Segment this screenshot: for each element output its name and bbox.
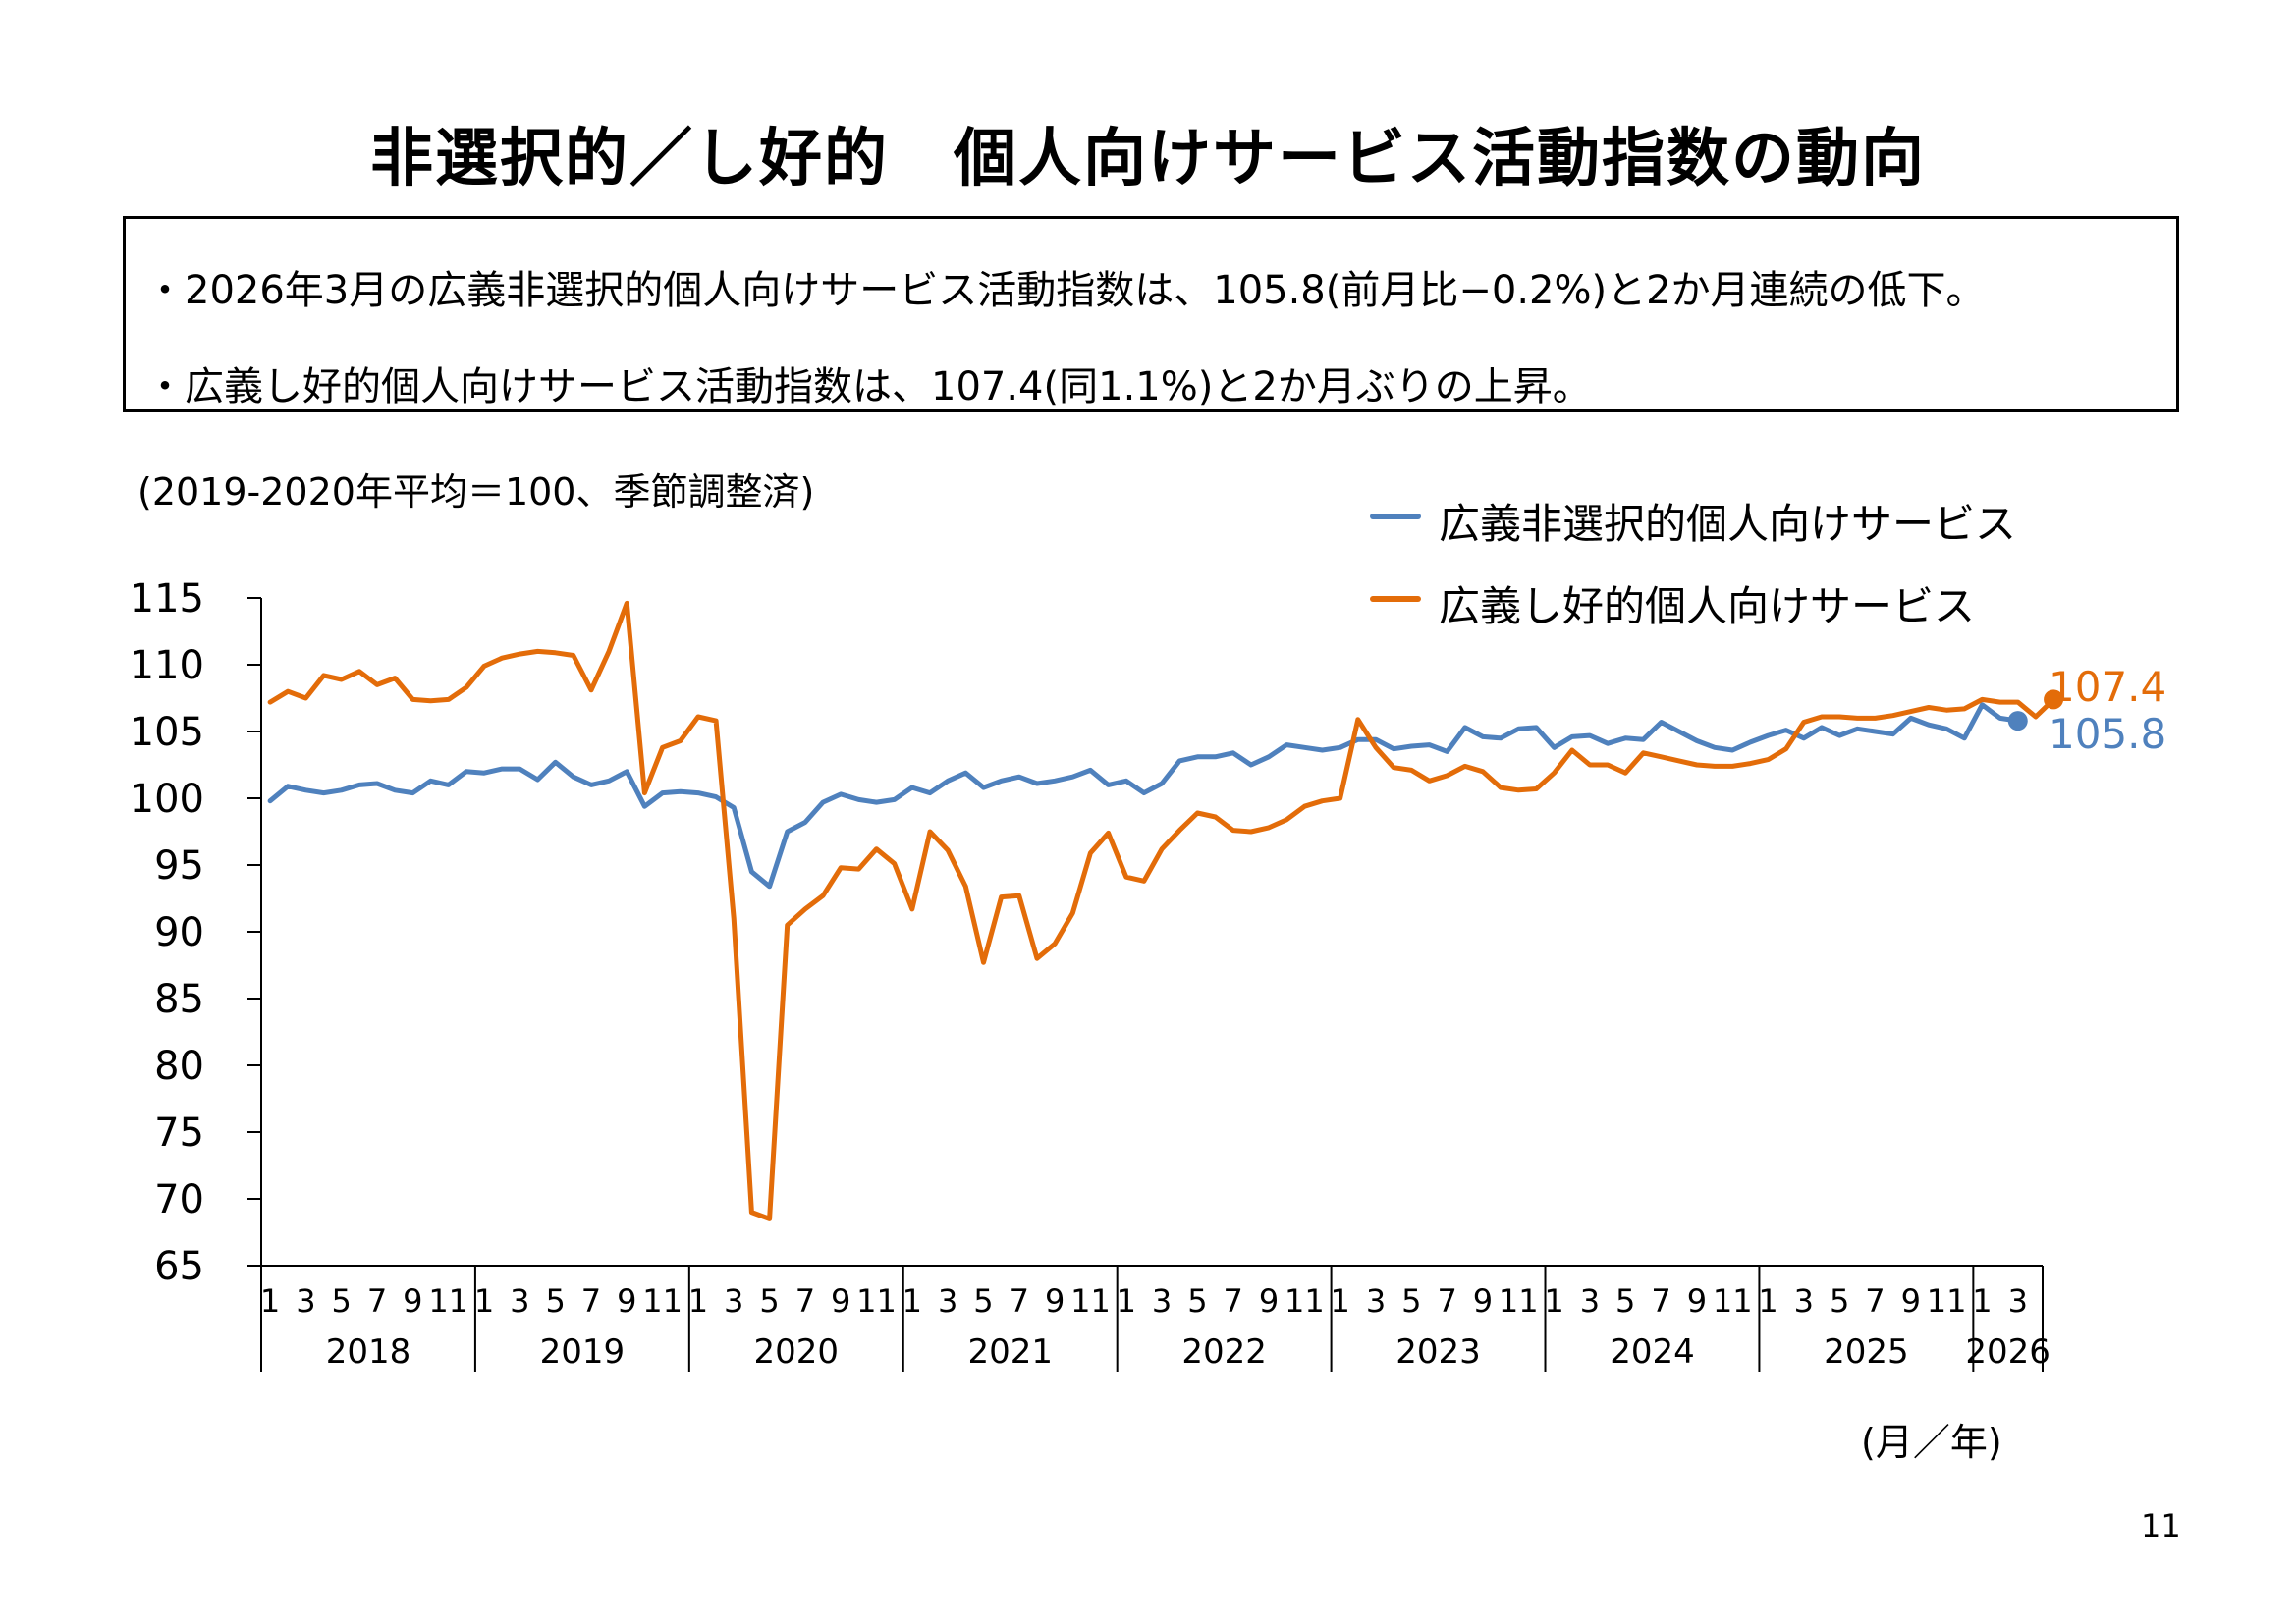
y-tick-label: 110 xyxy=(130,643,204,688)
x-month-label: 1 xyxy=(902,1282,922,1320)
x-month-label: 11 xyxy=(642,1282,683,1320)
x-month-label: 9 xyxy=(831,1282,850,1320)
x-month-label: 9 xyxy=(1473,1282,1493,1320)
series-line-discretionary xyxy=(267,600,2056,1221)
legend-label-discretionary: 広義し好的個人向けサービス xyxy=(1439,582,1976,630)
x-month-label: 5 xyxy=(973,1282,993,1320)
x-month-label: 7 xyxy=(1010,1282,1029,1320)
x-month-label: 7 xyxy=(1437,1282,1456,1320)
x-month-label: 3 xyxy=(1794,1282,1814,1320)
x-month-label: 9 xyxy=(1901,1282,1921,1320)
x-month-label: 1 xyxy=(1117,1282,1136,1320)
x-month-label: 5 xyxy=(332,1282,352,1320)
x-year-label: 2022 xyxy=(1181,1332,1267,1372)
legend-swatch-discretionary xyxy=(1370,596,1421,602)
legend-swatch-nonselective xyxy=(1370,514,1421,519)
x-month-label: 7 xyxy=(367,1282,387,1320)
x-month-label: 9 xyxy=(1259,1282,1279,1320)
x-year-label: 2020 xyxy=(754,1332,840,1372)
x-month-label: 3 xyxy=(510,1282,529,1320)
x-month-label: 5 xyxy=(1187,1282,1207,1320)
x-month-label: 11 xyxy=(1927,1282,1967,1320)
x-month-label: 11 xyxy=(1713,1282,1753,1320)
x-month-label: 7 xyxy=(581,1282,601,1320)
x-month-label: 5 xyxy=(545,1282,565,1320)
y-tick-label: 100 xyxy=(130,777,204,822)
x-month-label: 11 xyxy=(1285,1282,1325,1320)
x-year-label: 2025 xyxy=(1824,1332,1909,1372)
x-year-label: 2021 xyxy=(967,1332,1053,1372)
series-end-label-discretionary: 107.4 xyxy=(2049,663,2166,711)
summary-line-discretionary: ・広義し好的個人向けサービス活動指数は、107.4(同1.1%)と2か月ぶりの上… xyxy=(145,364,1592,409)
x-month-label: 9 xyxy=(1687,1282,1707,1320)
x-month-label: 7 xyxy=(1224,1282,1243,1320)
x-month-label: 5 xyxy=(1830,1282,1849,1320)
y-tick-label: 95 xyxy=(154,843,204,889)
x-month-label: 3 xyxy=(1152,1282,1172,1320)
series-line-nonselective xyxy=(267,702,2021,890)
x-axis-unit: (月／年) xyxy=(1861,1421,2002,1464)
x-month-label: 1 xyxy=(688,1282,708,1320)
series-end-label-nonselective: 105.8 xyxy=(2049,710,2166,758)
x-year-label: 2023 xyxy=(1395,1332,1481,1372)
series-end-marker-discretionary xyxy=(2044,689,2064,710)
x-month-label: 3 xyxy=(296,1282,315,1320)
x-month-label: 11 xyxy=(428,1282,468,1320)
x-month-label: 11 xyxy=(1499,1282,1539,1320)
x-month-label: 9 xyxy=(403,1282,422,1320)
series-end-marker-nonselective xyxy=(2007,711,2028,731)
summary-line-nonselective: ・2026年3月の広義非選択的個人向けサービス活動指数は、105.8(前月比−0… xyxy=(145,268,1986,313)
x-year-label: 2026 xyxy=(1965,1332,2050,1372)
x-month-label: 7 xyxy=(1865,1282,1885,1320)
x-month-label: 5 xyxy=(759,1282,779,1320)
x-month-label: 7 xyxy=(795,1282,815,1320)
x-month-label: 5 xyxy=(1401,1282,1421,1320)
x-month-label: 1 xyxy=(260,1282,280,1320)
x-month-label: 1 xyxy=(1758,1282,1777,1320)
y-tick-label: 80 xyxy=(154,1044,204,1089)
y-tick-label: 115 xyxy=(130,576,204,622)
x-month-label: 3 xyxy=(938,1282,957,1320)
page-number: 11 xyxy=(2141,1507,2181,1544)
y-tick-label: 75 xyxy=(154,1110,204,1156)
y-tick-label: 65 xyxy=(154,1244,204,1289)
x-month-label: 3 xyxy=(724,1282,743,1320)
x-month-label: 3 xyxy=(2008,1282,2028,1320)
x-month-label: 9 xyxy=(617,1282,636,1320)
x-month-label: 3 xyxy=(1366,1282,1386,1320)
x-month-label: 11 xyxy=(856,1282,897,1320)
x-year-label: 2019 xyxy=(540,1332,626,1372)
x-month-label: 1 xyxy=(1972,1282,1992,1320)
y-tick-label: 105 xyxy=(130,710,204,755)
x-year-label: 2018 xyxy=(326,1332,411,1372)
page-title: 非選択的／し好的 個人向けサービス活動指数の動向 xyxy=(370,123,1926,195)
x-month-label: 5 xyxy=(1615,1282,1635,1320)
x-year-label: 2024 xyxy=(1610,1332,1695,1372)
summary-box: ・2026年3月の広義非選択的個人向けサービス活動指数は、105.8(前月比−0… xyxy=(123,216,2179,412)
unit-note: (2019-2020年平均＝100、季節調整済) xyxy=(137,470,815,514)
x-month-label: 1 xyxy=(1544,1282,1563,1320)
x-month-label: 9 xyxy=(1045,1282,1065,1320)
y-tick-label: 85 xyxy=(154,977,204,1022)
legend-label-nonselective: 広義非選択的個人向けサービス xyxy=(1439,500,2017,548)
x-month-label: 3 xyxy=(1580,1282,1600,1320)
x-month-label: 1 xyxy=(474,1282,494,1320)
x-month-label: 7 xyxy=(1651,1282,1670,1320)
x-month-label: 1 xyxy=(1331,1282,1350,1320)
y-tick-label: 70 xyxy=(154,1177,204,1222)
x-month-label: 11 xyxy=(1070,1282,1111,1320)
y-tick-label: 90 xyxy=(154,910,204,955)
